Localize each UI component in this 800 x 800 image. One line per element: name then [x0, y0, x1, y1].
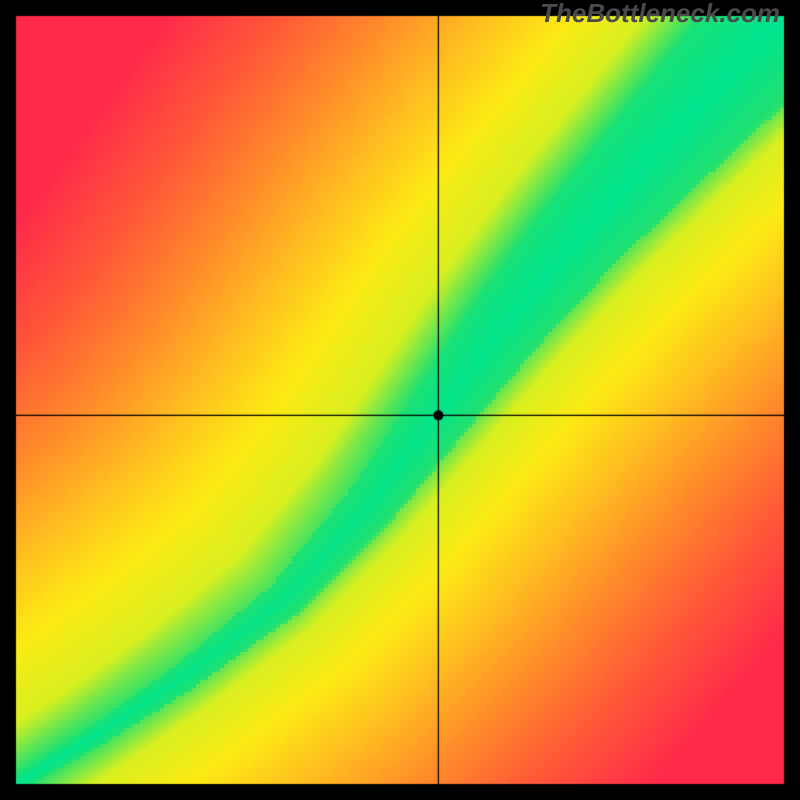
watermark-text: TheBottleneck.com: [540, 0, 780, 29]
bottleneck-heatmap: [0, 0, 800, 800]
chart-container: { "chart": { "type": "heatmap", "width":…: [0, 0, 800, 800]
